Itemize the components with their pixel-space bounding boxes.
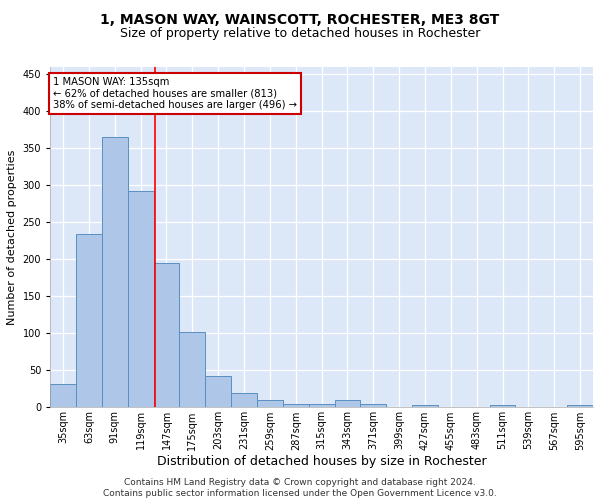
Bar	[205, 376, 231, 408]
Bar	[102, 137, 128, 407]
Bar	[490, 405, 515, 407]
Bar	[128, 190, 154, 408]
Bar	[308, 404, 335, 407]
Bar	[257, 400, 283, 407]
Bar	[154, 263, 179, 408]
Text: Size of property relative to detached houses in Rochester: Size of property relative to detached ho…	[120, 28, 480, 40]
Bar	[50, 384, 76, 407]
Y-axis label: Number of detached properties: Number of detached properties	[7, 150, 17, 325]
Bar	[76, 234, 102, 408]
X-axis label: Distribution of detached houses by size in Rochester: Distribution of detached houses by size …	[157, 455, 487, 468]
Bar	[283, 404, 308, 407]
Bar	[412, 405, 438, 407]
Text: Contains HM Land Registry data © Crown copyright and database right 2024.
Contai: Contains HM Land Registry data © Crown c…	[103, 478, 497, 498]
Bar	[231, 392, 257, 407]
Bar	[335, 400, 361, 407]
Bar	[179, 332, 205, 407]
Bar	[361, 404, 386, 407]
Text: 1, MASON WAY, WAINSCOTT, ROCHESTER, ME3 8GT: 1, MASON WAY, WAINSCOTT, ROCHESTER, ME3 …	[100, 12, 500, 26]
Bar	[567, 405, 593, 407]
Text: 1 MASON WAY: 135sqm
← 62% of detached houses are smaller (813)
38% of semi-detac: 1 MASON WAY: 135sqm ← 62% of detached ho…	[53, 77, 297, 110]
